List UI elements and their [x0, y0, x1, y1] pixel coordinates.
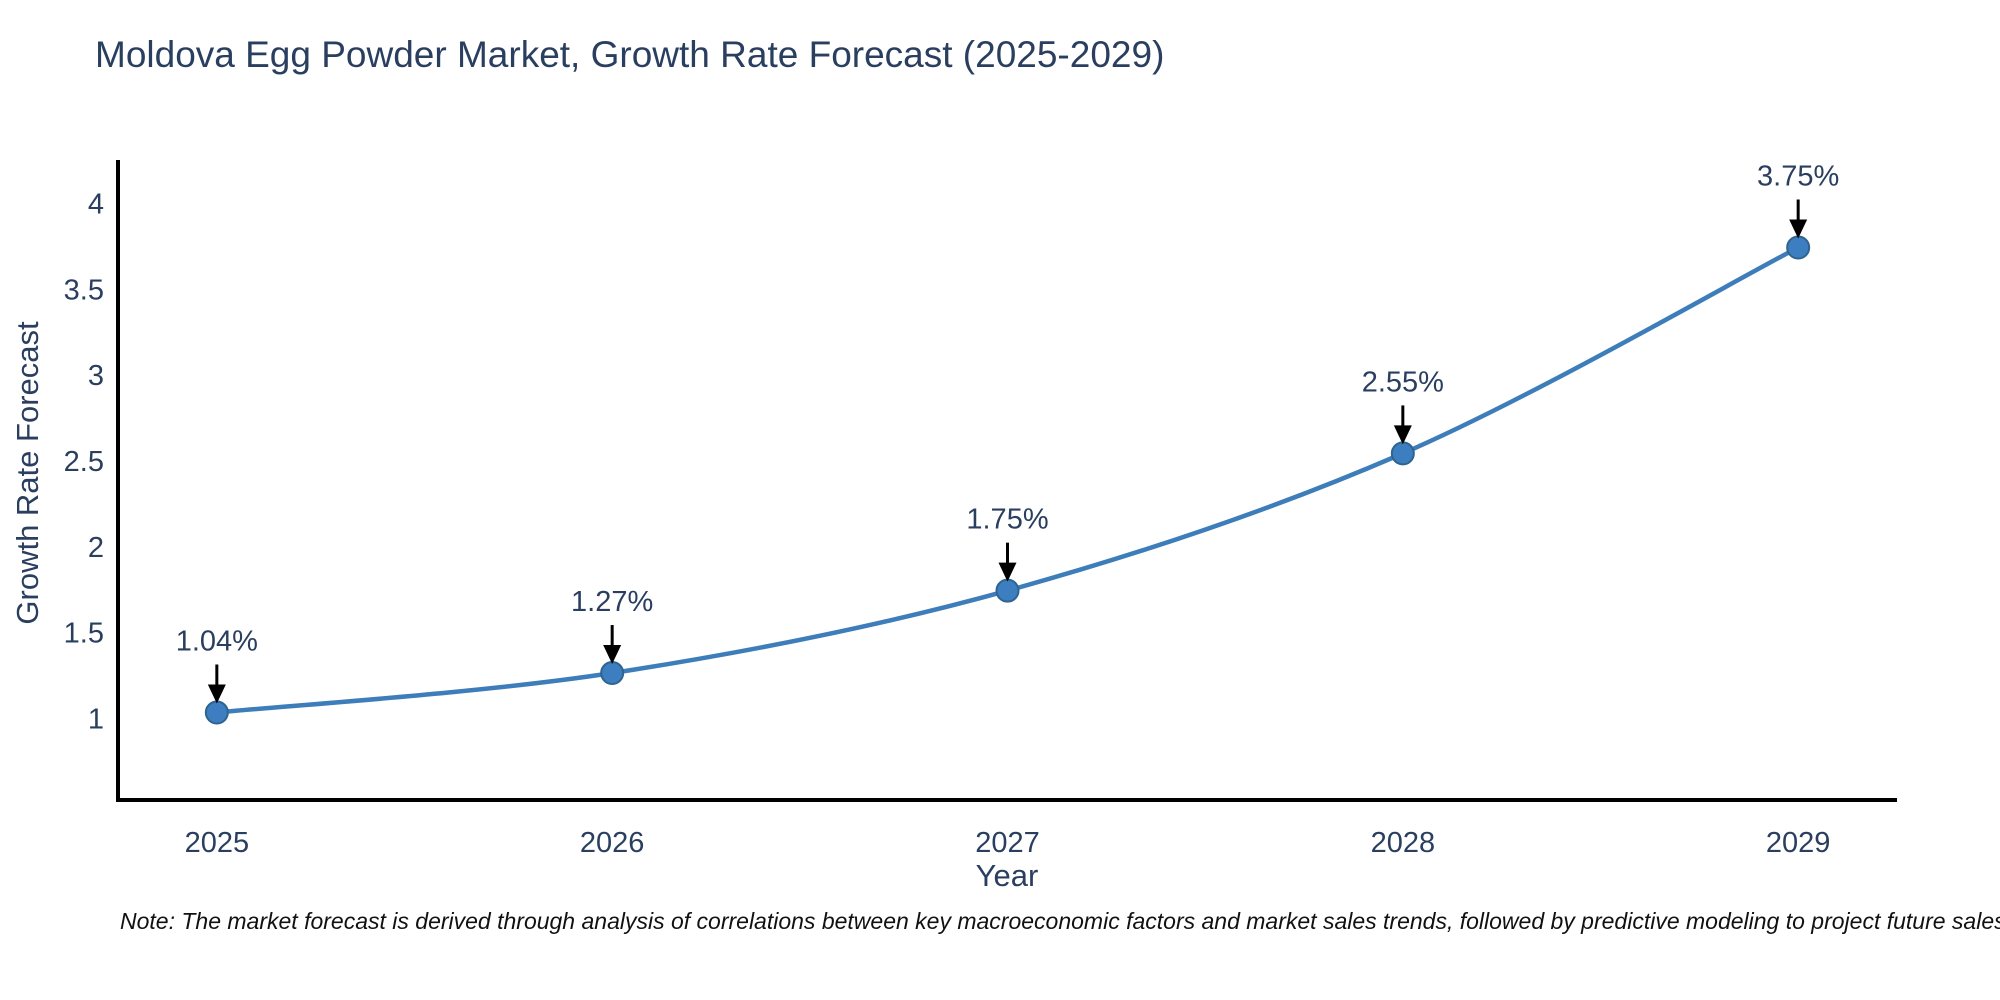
- y-axis-title: Growth Rate Forecast: [10, 321, 45, 625]
- data-point-marker: [204, 700, 229, 725]
- annotation-label: 1.75%: [966, 504, 1048, 536]
- annotation-arrow-head: [603, 645, 622, 665]
- x-tick-label: 2026: [580, 827, 645, 859]
- y-tick-label: 4: [88, 189, 104, 221]
- x-tick-label: 2029: [1766, 827, 1831, 859]
- x-tick-label: 2025: [185, 827, 250, 859]
- chart-footnote: Note: The market forecast is derived thr…: [120, 908, 2000, 934]
- data-point-marker: [995, 578, 1020, 603]
- annotation-label: 3.75%: [1757, 161, 1839, 193]
- series-line: [214, 245, 1801, 715]
- y-tick-label: 3.5: [64, 274, 104, 306]
- y-tick-label: 3: [88, 360, 104, 392]
- data-point-marker: [1786, 235, 1811, 260]
- data-point-marker: [600, 661, 625, 686]
- annotation-label: 1.27%: [571, 586, 653, 618]
- y-tick-label: 2: [88, 532, 104, 564]
- annotation-label: 1.04%: [176, 625, 258, 657]
- y-tick-label: 1: [88, 703, 104, 735]
- annotation-arrow-head: [998, 562, 1017, 582]
- y-tick-label: 2.5: [64, 446, 104, 478]
- annotation-label: 2.55%: [1362, 366, 1444, 398]
- annotation-arrow-head: [207, 684, 226, 704]
- y-tick-label: 1.5: [64, 618, 104, 650]
- annotation-arrow-head: [1393, 425, 1412, 445]
- x-axis-title: Year: [975, 858, 1039, 893]
- annotation-arrow-head: [1789, 219, 1808, 239]
- x-tick-label: 2028: [1371, 827, 1436, 859]
- data-point-marker: [1390, 441, 1415, 466]
- x-tick-label: 2027: [975, 827, 1040, 859]
- chart-title: Moldova Egg Powder Market, Growth Rate F…: [95, 34, 1165, 75]
